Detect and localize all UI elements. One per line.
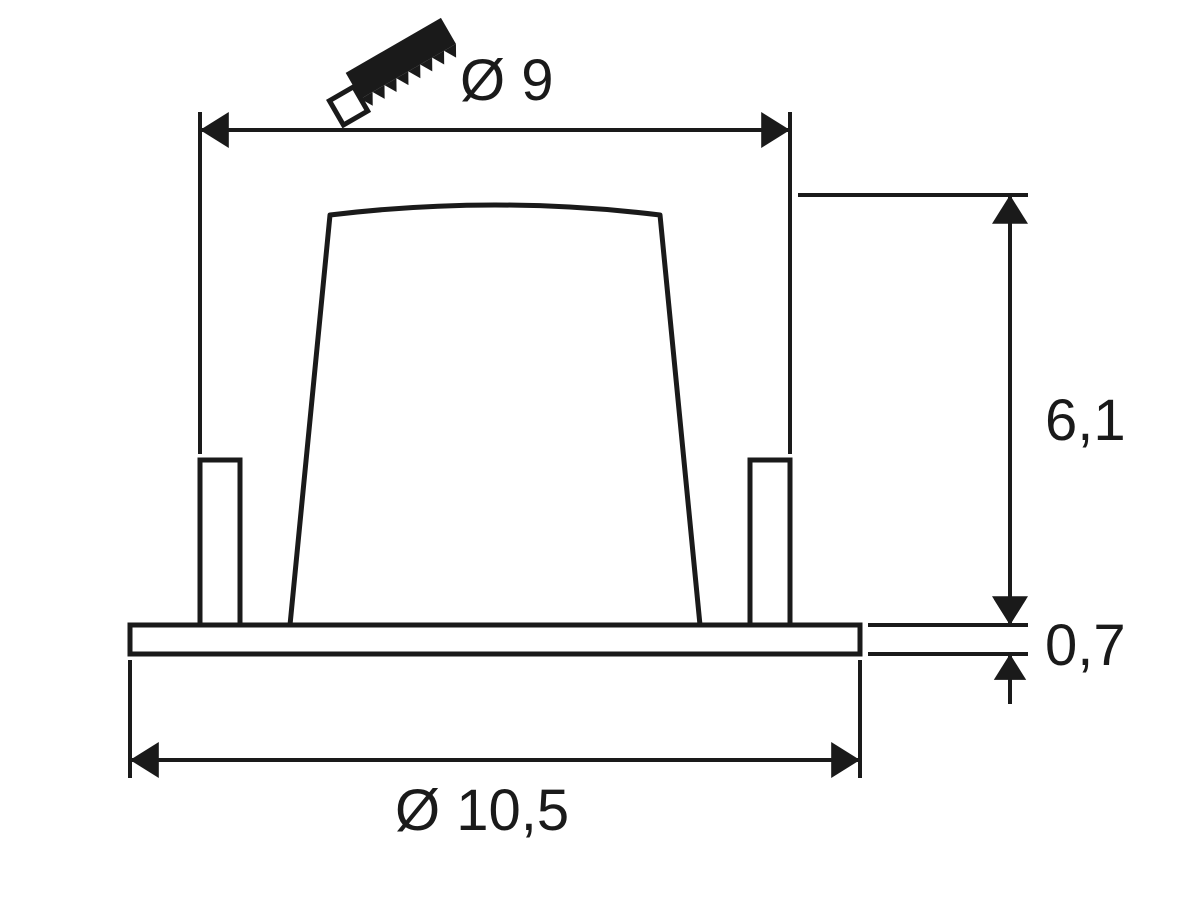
dimension-height: [798, 195, 1028, 625]
label-outer-diameter: Ø 10,5: [395, 778, 569, 843]
dimension-cutout-diameter: [200, 112, 790, 454]
dimension-drawing: Ø 9 Ø 10,5 6,1 0,7: [0, 0, 1200, 900]
dimension-flange-thickness: [868, 599, 1028, 704]
label-flange-thickness: 0,7: [1045, 613, 1126, 678]
dimension-outer-diameter: [130, 660, 860, 778]
fixture-outline: [130, 205, 860, 654]
label-height: 6,1: [1045, 388, 1126, 453]
label-cutout-diameter: Ø 9: [460, 48, 554, 113]
saw-icon: [321, 18, 463, 125]
